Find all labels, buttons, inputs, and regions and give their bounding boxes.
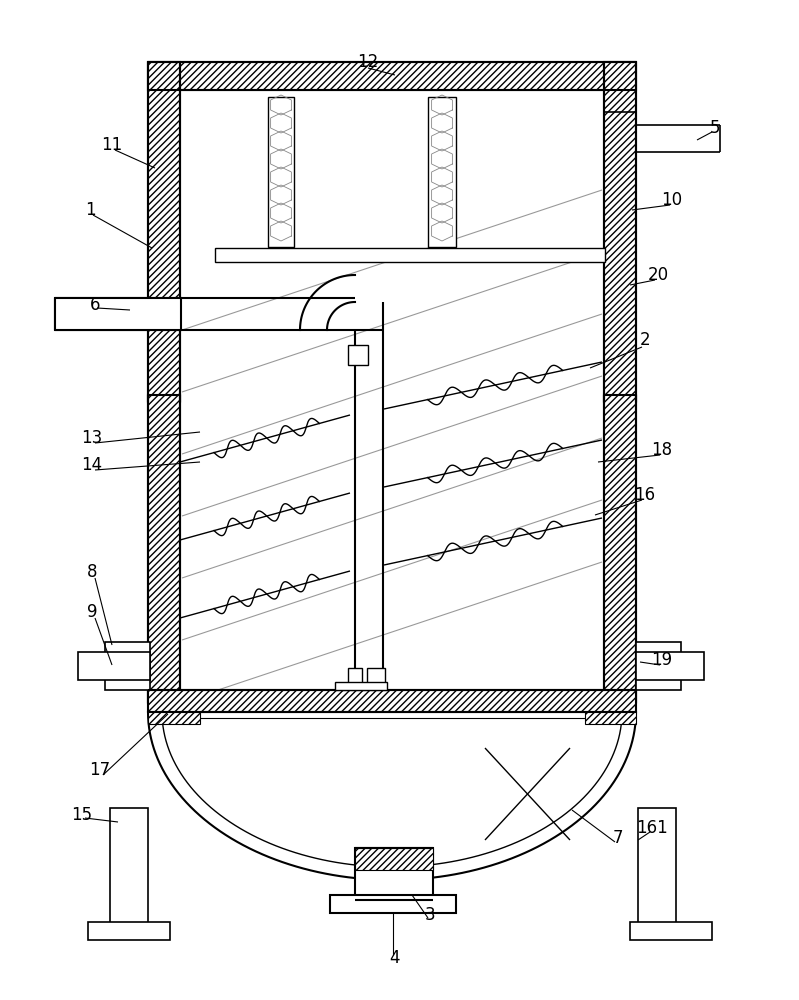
Bar <box>630 922 712 940</box>
Bar <box>55 298 181 330</box>
Text: 17: 17 <box>89 761 110 779</box>
Bar <box>585 712 636 724</box>
Text: 18: 18 <box>651 441 673 459</box>
Text: 3: 3 <box>425 906 435 924</box>
Text: 15: 15 <box>71 806 93 824</box>
Text: 2: 2 <box>640 331 650 349</box>
Bar <box>330 895 456 913</box>
Text: 5: 5 <box>710 119 720 137</box>
Bar <box>348 668 362 686</box>
Text: 20: 20 <box>647 266 669 284</box>
Bar <box>148 690 636 712</box>
Bar <box>110 808 148 926</box>
Bar <box>148 712 200 724</box>
Bar <box>355 848 433 870</box>
Text: 4: 4 <box>390 949 400 967</box>
Text: 14: 14 <box>81 456 102 474</box>
Text: 10: 10 <box>662 191 682 209</box>
Text: 12: 12 <box>357 53 379 71</box>
Bar <box>215 248 605 262</box>
Text: 16: 16 <box>634 486 655 504</box>
Bar <box>636 642 681 690</box>
Text: 13: 13 <box>81 429 102 447</box>
Bar <box>348 345 368 365</box>
Bar <box>88 922 170 940</box>
Bar <box>636 652 704 680</box>
Bar <box>148 62 636 90</box>
Text: 9: 9 <box>87 603 97 621</box>
Text: 7: 7 <box>613 829 623 847</box>
Bar <box>335 682 387 690</box>
Bar <box>428 97 456 247</box>
Bar <box>180 90 604 402</box>
Bar <box>638 808 676 926</box>
Bar <box>604 62 636 402</box>
Bar <box>105 642 150 690</box>
Text: 8: 8 <box>87 563 97 581</box>
Text: 1: 1 <box>85 201 95 219</box>
Text: 6: 6 <box>89 296 100 314</box>
Bar <box>367 668 385 686</box>
Bar <box>268 97 294 247</box>
Bar <box>355 848 433 900</box>
Bar <box>78 652 150 680</box>
Text: 19: 19 <box>651 651 673 669</box>
Bar <box>604 395 636 703</box>
Bar <box>148 395 180 703</box>
Bar <box>148 62 180 402</box>
Text: 161: 161 <box>636 819 668 837</box>
Text: 11: 11 <box>101 136 122 154</box>
